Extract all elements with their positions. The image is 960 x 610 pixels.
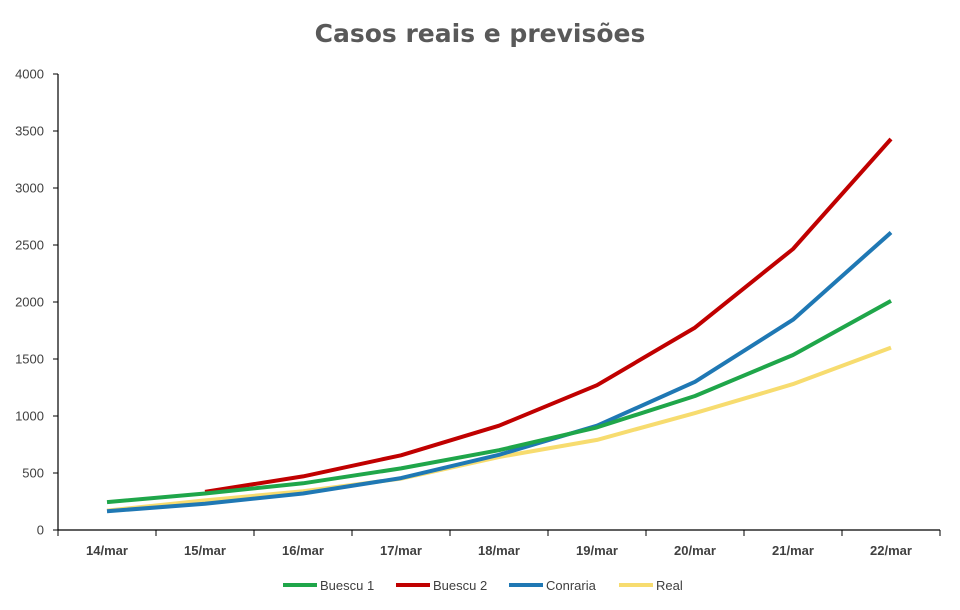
x-tick-label: 17/mar [380, 543, 422, 558]
y-tick-label: 2500 [15, 238, 44, 253]
legend-label-real: Real [656, 578, 683, 593]
x-tick-label: 15/mar [184, 543, 226, 558]
legend-label-buescu-1: Buescu 1 [320, 578, 374, 593]
y-tick-label: 1500 [15, 352, 44, 367]
series-line-real [106, 345, 892, 513]
axes [57, 74, 940, 531]
legend-label-conraria: Conraria [546, 578, 597, 593]
x-tick-label: 22/mar [870, 543, 912, 558]
y-tick-label: 2000 [15, 295, 44, 310]
legend: Buescu 1 Buescu 2 Conraria Real [283, 578, 683, 593]
x-tick-label: 20/mar [674, 543, 716, 558]
y-tick-label: 3000 [15, 181, 44, 196]
y-axis-ticks: 0 500 1000 1500 2000 2500 3000 3500 4000 [15, 67, 58, 538]
x-tick-label: 19/mar [576, 543, 618, 558]
y-tick-label: 3500 [15, 124, 44, 139]
chart-title: Casos reais e previsões [315, 19, 646, 48]
legend-label-buescu-2: Buescu 2 [433, 578, 487, 593]
x-axis-ticks: 14/mar 15/mar 16/mar 17/mar 18/mar 19/mar 20/m… [57, 530, 941, 558]
y-tick-label: 0 [37, 523, 44, 538]
x-tick-label: 14/mar [86, 543, 128, 558]
x-tick-label: 16/mar [282, 543, 324, 558]
x-tick-label: 21/mar [772, 543, 814, 558]
series-lines [106, 137, 893, 514]
series-line-conraria [106, 231, 893, 514]
y-tick-label: 500 [22, 466, 44, 481]
series-line-buescu-2 [204, 137, 893, 494]
y-tick-label: 4000 [15, 67, 44, 82]
x-tick-label: 18/mar [478, 543, 520, 558]
series-line-buescu-1 [106, 299, 892, 505]
y-tick-label: 1000 [15, 409, 44, 424]
